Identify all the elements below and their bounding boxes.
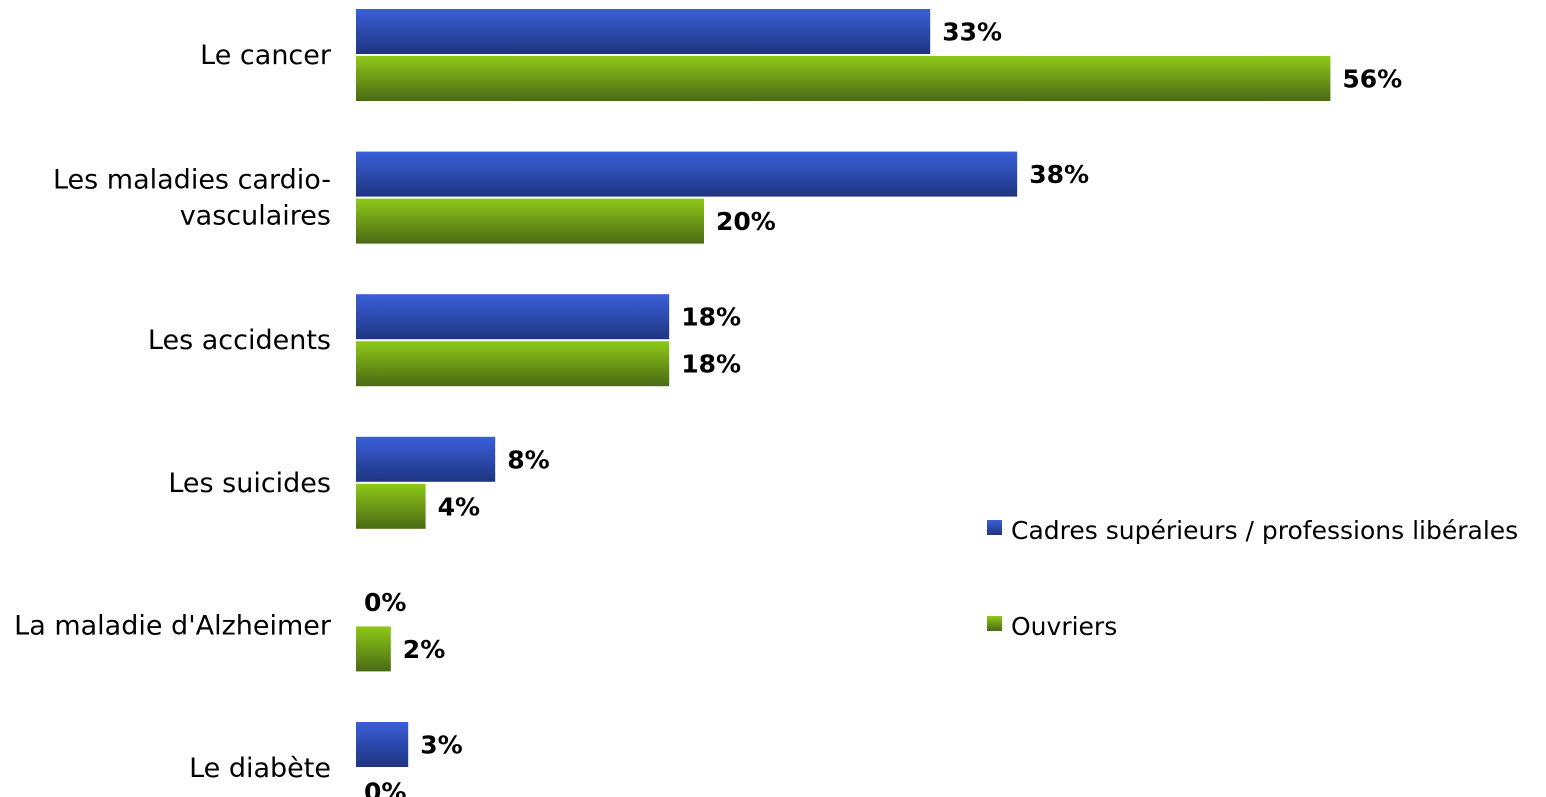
bars-group — [356, 9, 1331, 767]
data-label: 0% — [364, 588, 406, 617]
bar — [356, 626, 391, 672]
data-label: 0% — [364, 778, 406, 797]
legend-swatch — [987, 616, 1002, 631]
data-label: 3% — [420, 731, 462, 760]
bar — [356, 9, 931, 54]
legend: Cadres supérieurs / professions libérale… — [987, 516, 1518, 641]
bar — [356, 436, 496, 482]
bar — [356, 294, 670, 340]
category-label: Le cancer — [200, 40, 332, 71]
bar — [356, 198, 704, 244]
data-label: 2% — [403, 635, 445, 664]
category-label: Le diabète — [189, 753, 331, 784]
legend-label: Ouvriers — [1011, 612, 1117, 641]
bar — [356, 151, 1018, 197]
data-label: 33% — [942, 18, 1002, 47]
category-label: Les accidents — [148, 325, 331, 356]
data-label: 18% — [681, 350, 741, 379]
data-label: 56% — [1342, 65, 1402, 94]
category-label: Les maladies cardio- — [53, 165, 331, 196]
bar — [356, 56, 1331, 101]
legend-label: Cadres supérieurs / professions libérale… — [1011, 516, 1518, 545]
value-labels: 33% 56% 38% 20% 18% 18% 8% 4% 0% 2% 3% 0% — [364, 18, 1402, 797]
legend-swatch — [987, 520, 1002, 535]
bar — [356, 722, 409, 767]
category-labels: Le cancer Les maladies cardio-vasculaires… — [14, 40, 332, 784]
data-label: 20% — [716, 207, 776, 236]
bar — [356, 341, 670, 387]
data-label: 4% — [438, 492, 480, 521]
bar — [356, 483, 426, 529]
data-label: 18% — [681, 303, 741, 332]
category-label: La maladie d'Alzheimer — [14, 610, 332, 641]
category-label: Les suicides — [168, 468, 331, 499]
data-label: 38% — [1029, 160, 1089, 189]
data-label: 8% — [507, 445, 549, 474]
category-label: vasculaires — [180, 201, 331, 232]
